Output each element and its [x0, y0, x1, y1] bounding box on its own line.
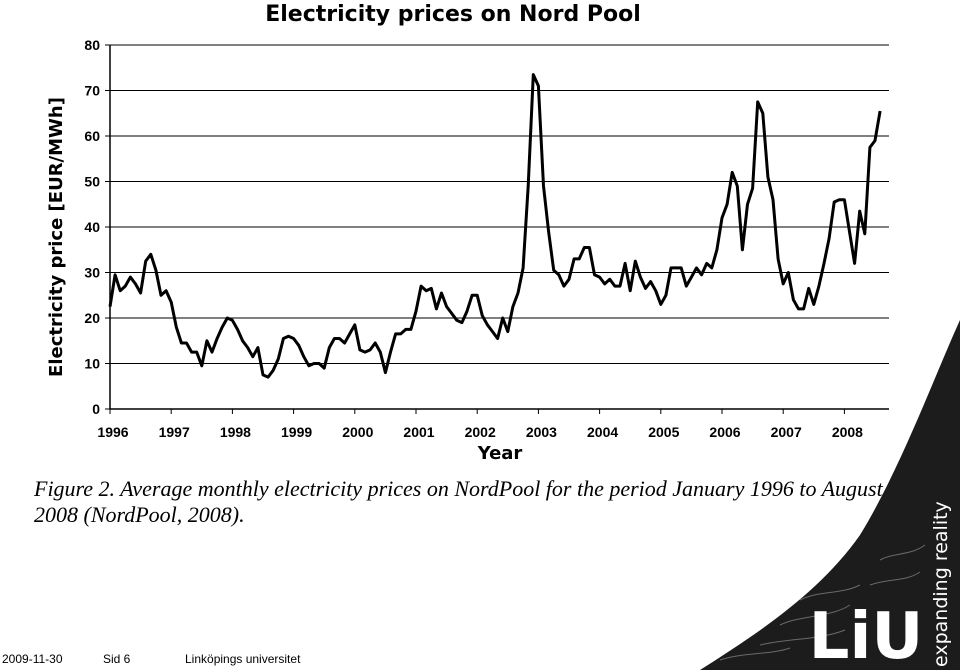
series-layer	[108, 73, 882, 379]
x-tick-label: 1996	[97, 424, 128, 440]
x-axis-ticks: 1996 1997 1998 1999 2000 2001 2002 2003 2004 2005…	[97, 409, 863, 440]
x-tick-label: 2004	[587, 424, 618, 440]
y-tick-label: 10	[84, 356, 100, 372]
grid-lines	[110, 44, 889, 364]
x-tick-label: 1997	[159, 424, 190, 440]
x-tick-label: 2006	[709, 424, 740, 440]
footer-organization: Linköpings universitet	[185, 652, 301, 666]
y-tick-label: 30	[84, 265, 100, 281]
y-tick-label: 50	[84, 174, 100, 190]
x-tick-label: 1999	[281, 424, 312, 440]
x-tick-label: 2005	[648, 424, 679, 440]
x-tick-label: 1998	[220, 424, 251, 440]
x-tick-label: 2000	[342, 424, 373, 440]
y-tick-label: 80	[84, 37, 100, 53]
figure-caption: Figure 2. Average monthly electricity pr…	[34, 476, 883, 527]
footer-page: Sid 6	[103, 652, 131, 666]
series-line-0	[108, 73, 882, 379]
y-axis-ticks: 0 10 20 30 40 50 60 70 80	[84, 37, 110, 417]
y-tick-label: 0	[92, 401, 100, 417]
y-tick-label: 60	[84, 128, 100, 144]
x-tick-label: 2007	[771, 424, 802, 440]
footer-date: 2009-11-30	[2, 652, 63, 666]
x-axis-title: Year	[477, 443, 523, 464]
x-tick-label: 2003	[526, 424, 557, 440]
y-axis-title: Electricity price [EUR/MWh]	[46, 97, 67, 377]
chart-title: Electricity prices on Nord Pool	[265, 2, 641, 27]
x-tick-label: 2008	[832, 424, 863, 440]
y-tick-label: 70	[84, 83, 100, 99]
y-tick-label: 40	[84, 219, 100, 235]
y-tick-label: 20	[84, 310, 100, 326]
x-tick-label: 2002	[465, 424, 496, 440]
x-tick-label: 2001	[403, 424, 434, 440]
